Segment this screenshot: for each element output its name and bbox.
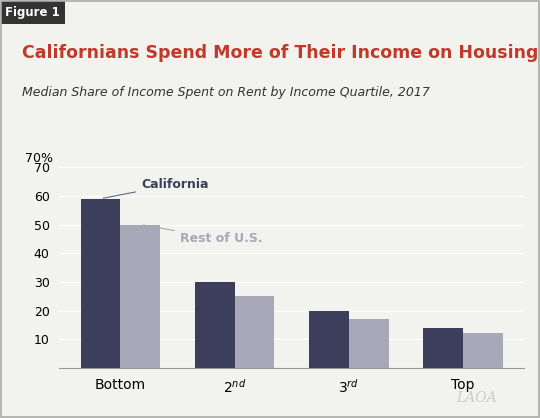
Bar	[349, 319, 389, 368]
Text: Rest of U.S.: Rest of U.S.	[143, 225, 262, 245]
Text: Figure 1: Figure 1	[5, 6, 60, 19]
Bar	[423, 328, 463, 368]
Bar	[80, 199, 120, 368]
Text: Californians Spend More of Their Income on Housing: Californians Spend More of Their Income …	[22, 44, 538, 62]
Text: LAOA: LAOA	[456, 392, 497, 405]
Text: 70%: 70%	[25, 152, 52, 165]
Bar	[234, 296, 274, 368]
Bar	[463, 334, 503, 368]
Bar	[309, 311, 349, 368]
Text: California: California	[103, 178, 208, 198]
Text: Median Share of Income Spent on Rent by Income Quartile, 2017: Median Share of Income Spent on Rent by …	[22, 86, 429, 99]
Bar	[120, 224, 160, 368]
Bar	[194, 282, 234, 368]
